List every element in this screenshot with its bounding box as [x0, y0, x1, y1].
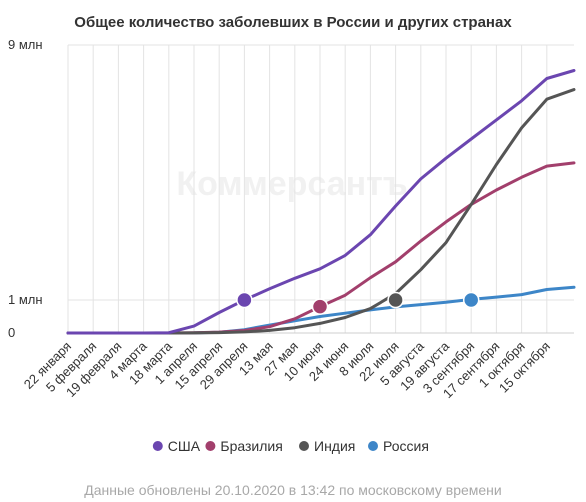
legend-label: Индия	[314, 438, 355, 454]
series-marker	[387, 291, 404, 309]
chart-title: Общее количество заболевших в России и д…	[74, 14, 512, 31]
legend-swatch	[368, 441, 378, 451]
y-tick-label: 0	[8, 325, 15, 340]
legend-swatch	[299, 441, 309, 451]
legend-item[interactable]: США	[152, 438, 201, 454]
update-note: Данные обновлены 20.10.2020 в 13:42 по м…	[84, 482, 502, 498]
legend-item[interactable]: Бразилия	[205, 438, 283, 454]
series-marker	[311, 298, 329, 315]
legend-label: США	[168, 438, 201, 454]
series-marker	[236, 291, 253, 309]
series-marker	[462, 291, 480, 309]
legend-swatch	[205, 441, 216, 451]
series-markers	[236, 291, 480, 315]
legend-label: Россия	[383, 438, 429, 454]
y-tick-label: 9 млн	[8, 37, 43, 52]
watermark-logo: Коммерсантъ	[176, 165, 407, 203]
legend[interactable]: США Бразилия Индия Россия	[152, 438, 429, 454]
legend-swatch	[152, 441, 163, 451]
legend-item[interactable]: Россия	[368, 438, 429, 454]
legend-item[interactable]: Индия	[299, 438, 355, 454]
series-line-США	[66, 69, 576, 335]
y-tick-label: 1 млн	[8, 292, 43, 307]
legend-label: Бразилия	[220, 438, 282, 454]
